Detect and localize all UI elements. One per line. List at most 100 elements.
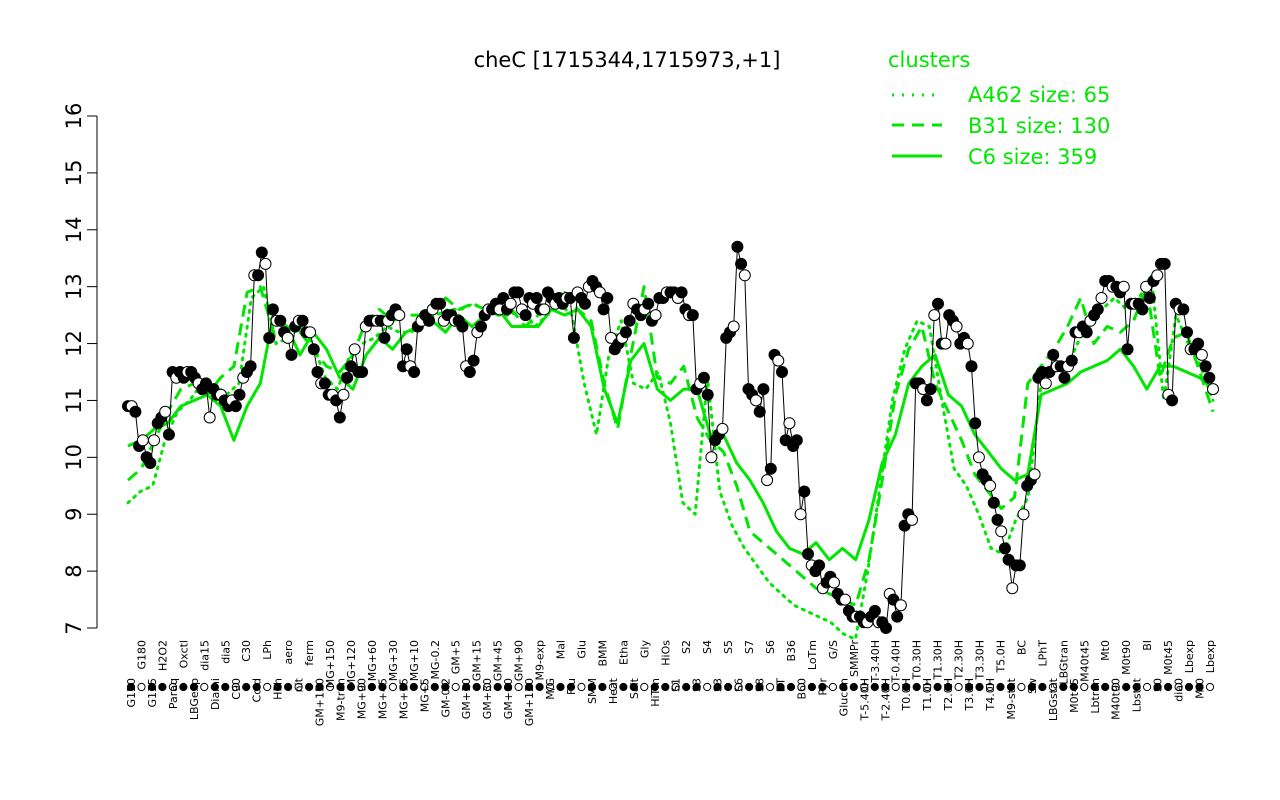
data-point bbox=[939, 337, 952, 350]
data-point bbox=[538, 303, 551, 316]
data-point bbox=[504, 297, 517, 310]
x-tick-label: M0t45 bbox=[1162, 640, 1175, 675]
data-point bbox=[434, 297, 447, 310]
x-rug-mark bbox=[1038, 682, 1047, 692]
x-tick-label: T1.30H bbox=[932, 640, 945, 680]
data-point bbox=[393, 309, 406, 322]
x-tick-label: Fru bbox=[565, 678, 578, 695]
data-point bbox=[991, 513, 1004, 526]
x-tick-label: LPh bbox=[261, 640, 274, 660]
x-tick-label: H2O2 bbox=[156, 640, 169, 671]
data-point bbox=[998, 542, 1011, 555]
x-rug-mark bbox=[545, 682, 555, 692]
data-point bbox=[1158, 257, 1171, 270]
x-rug-mark bbox=[849, 682, 858, 692]
data-point bbox=[263, 331, 276, 344]
data-point bbox=[311, 366, 324, 378]
data-point bbox=[868, 604, 881, 617]
x-rug-mark bbox=[179, 682, 188, 692]
data-point bbox=[757, 383, 770, 396]
data-point bbox=[764, 462, 777, 475]
x-tick-label: S3 bbox=[712, 678, 725, 692]
x-tick-label: S0 bbox=[1152, 678, 1165, 692]
data-point bbox=[961, 337, 974, 350]
x-rug-mark bbox=[870, 682, 879, 692]
x-rug-mark bbox=[629, 682, 638, 692]
x-tick-label: MG+150 bbox=[324, 640, 337, 688]
y-tick-label: 14 bbox=[62, 216, 86, 243]
data-point bbox=[995, 525, 1008, 538]
y-tick-label: 8 bbox=[62, 564, 86, 577]
x-tick-label: HiOs bbox=[659, 640, 672, 666]
x-tick-label: S5 bbox=[722, 640, 735, 654]
data-point bbox=[813, 559, 826, 572]
data-point bbox=[794, 508, 807, 521]
x-tick-label: G135 bbox=[146, 678, 159, 708]
x-tick-label: GM+5 bbox=[450, 640, 463, 674]
x-rug-mark bbox=[839, 682, 848, 692]
x-tick-label: T-0.40H bbox=[890, 640, 903, 683]
x-tick-label: S6 bbox=[733, 678, 746, 692]
x-rug-mark bbox=[1017, 682, 1026, 692]
data-point bbox=[252, 269, 265, 282]
data-point bbox=[697, 371, 710, 384]
x-rug-mark bbox=[420, 682, 429, 692]
x-tick-label: Gly bbox=[638, 640, 651, 659]
data-point bbox=[229, 400, 242, 413]
x-tick-label: BT bbox=[775, 678, 788, 693]
series-solid-line bbox=[127, 307, 1214, 562]
x-tick-label: T-5.40H bbox=[858, 678, 871, 721]
data-point bbox=[1065, 354, 1078, 367]
x-rug-mark bbox=[483, 682, 492, 692]
x-rug-mark bbox=[336, 682, 345, 692]
x-rug-mark bbox=[954, 682, 963, 692]
x-rug-mark bbox=[1205, 682, 1215, 692]
x-rug-mark bbox=[891, 682, 900, 692]
x-rug-mark bbox=[1006, 682, 1016, 692]
x-rug-mark bbox=[566, 682, 576, 692]
x-rug-mark bbox=[462, 682, 471, 692]
x-tick-label: GM+150 bbox=[314, 678, 327, 726]
x-rug-mark bbox=[305, 682, 314, 692]
data-point bbox=[790, 434, 803, 447]
x-tick-label: LPhT bbox=[1036, 640, 1049, 667]
data-series-line bbox=[128, 246, 1214, 630]
data-point bbox=[463, 366, 476, 378]
data-point bbox=[761, 474, 774, 487]
x-rug-mark bbox=[577, 682, 586, 692]
x-tick-label: M9-tran bbox=[335, 678, 348, 721]
x-tick-label: Oxctl bbox=[177, 640, 190, 668]
data-point bbox=[530, 292, 543, 304]
y-tick-label: 13 bbox=[62, 273, 86, 300]
x-tick-label: S3 bbox=[691, 678, 704, 692]
x-tick-label: LoTm bbox=[806, 640, 819, 670]
data-point bbox=[906, 513, 918, 526]
x-rug-mark bbox=[786, 682, 796, 692]
x-tick-label: Glucon bbox=[837, 678, 850, 716]
data-point bbox=[475, 320, 487, 333]
x-tick-label: MG+5 bbox=[418, 678, 431, 712]
x-tick-label: GM+10 bbox=[460, 678, 473, 719]
data-point bbox=[255, 246, 268, 259]
series-dotted-line bbox=[126, 273, 1215, 641]
data-point bbox=[1058, 371, 1071, 384]
data-point bbox=[623, 314, 636, 327]
x-tick-label: dia15 bbox=[198, 640, 211, 671]
x-tick-label: C30 bbox=[240, 640, 253, 662]
data-point bbox=[144, 457, 157, 469]
x-tick-label: LBGtran bbox=[1057, 640, 1070, 685]
data-point bbox=[750, 394, 762, 407]
data-point bbox=[619, 326, 632, 339]
data-point bbox=[281, 331, 294, 344]
data-point bbox=[924, 383, 937, 396]
data-point bbox=[348, 343, 361, 356]
data-point bbox=[337, 388, 350, 401]
x-rug-mark bbox=[315, 682, 324, 692]
x-rug-mark bbox=[724, 682, 733, 692]
y-tick-label: 10 bbox=[62, 444, 86, 471]
x-rug-mark bbox=[640, 682, 649, 692]
x-rug-mark bbox=[797, 682, 806, 692]
data-point bbox=[716, 422, 729, 435]
x-rug-mark bbox=[745, 682, 754, 692]
x-rug-mark bbox=[923, 682, 932, 692]
